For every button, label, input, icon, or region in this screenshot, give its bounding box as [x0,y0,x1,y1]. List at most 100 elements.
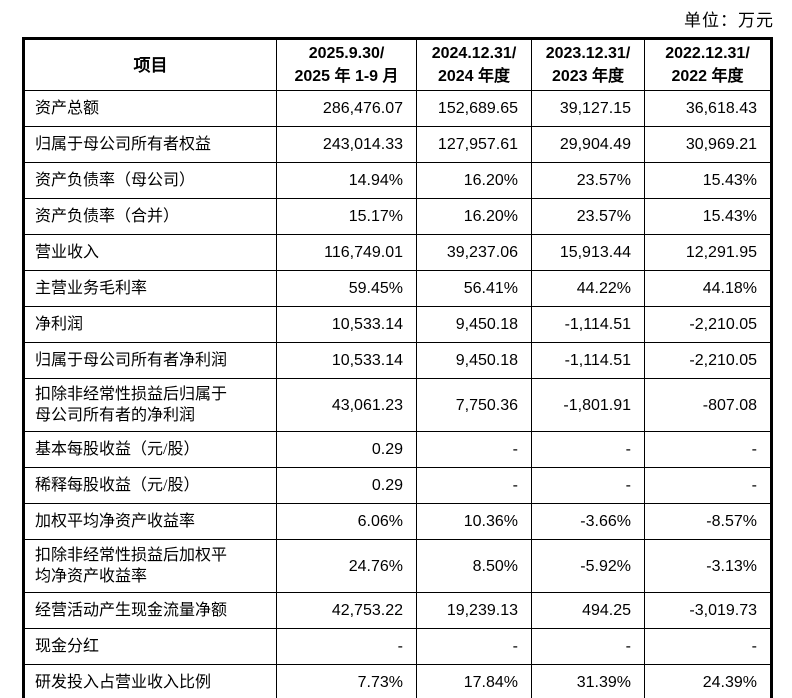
row-value: - [276,628,417,665]
row-value: 6.06% [276,503,417,540]
row-value: -2,210.05 [644,306,772,343]
row-value: 15,913.44 [531,234,645,271]
row-label: 扣除非经常性损益后加权平 均净资产收益率 [23,539,277,593]
row-value: 127,957.61 [416,126,532,163]
table-row: 资产负债率（合并） 15.17% 16.20% 23.57% 15.43% [23,198,772,235]
row-label: 主营业务毛利率 [23,270,277,307]
row-label: 研发投入占营业收入比例 [23,664,277,698]
row-value: 43,061.23 [276,378,417,432]
header-cell-period: 2023.12.31/ 2023 年度 [531,38,645,91]
row-value: 286,476.07 [276,90,417,127]
row-value: 39,237.06 [416,234,532,271]
header-cell-period: 2025.9.30/ 2025 年 1-9 月 [276,38,417,91]
row-value: -1,801.91 [531,378,645,432]
row-label: 资产总额 [23,90,277,127]
row-value: - [416,467,532,504]
row-value: - [416,431,532,468]
row-label: 扣除非经常性损益后归属于 母公司所有者的净利润 [23,378,277,432]
row-value: 0.29 [276,431,417,468]
row-value: 16.20% [416,198,532,235]
row-value: - [644,431,772,468]
table-row: 归属于母公司所有者净利润 10,533.14 9,450.18 -1,114.51 -2… [23,342,772,379]
row-value: 30,969.21 [644,126,772,163]
table-row: 经营活动产生现金流量净额 42,753.22 19,239.13 494.25 -3,0… [23,592,772,629]
row-value: - [416,628,532,665]
row-value: - [644,628,772,665]
row-label: 归属于母公司所有者权益 [23,126,277,163]
row-label: 营业收入 [23,234,277,271]
row-value: 36,618.43 [644,90,772,127]
row-value: 39,127.15 [531,90,645,127]
row-value: 9,450.18 [416,306,532,343]
table-row: 基本每股收益（元/股） 0.29- - - [23,431,772,468]
table-row: 稀释每股收益（元/股） 0.29- - - [23,467,772,504]
row-value: 14.94% [276,162,417,199]
table-row: 资产负债率（母公司） 14.94% 16.20% 23.57% 15.43% [23,162,772,199]
header-cell-period: 2022.12.31/ 2022 年度 [644,38,772,91]
row-value: - [644,467,772,504]
table-row: 研发投入占营业收入比例 7.73% 17.84% 31.39% 24.39% [23,664,772,698]
table-row: 扣除非经常性损益后加权平 均净资产收益率 24.76% 8.50% -5.92% -3.… [23,539,772,593]
row-value: 59.45% [276,270,417,307]
row-value: 17.84% [416,664,532,698]
table-row: 营业收入 116,749.01 39,237.06 15,913.44 12,291.9… [23,234,772,271]
row-value: 7,750.36 [416,378,532,432]
header-cell-period: 2024.12.31/ 2024 年度 [416,38,532,91]
row-value: 9,450.18 [416,342,532,379]
table-row: 加权平均净资产收益率 6.06% 10.36% -3.66% -8.57% [23,503,772,540]
table-row: 扣除非经常性损益后归属于 母公司所有者的净利润 43,061.23 7,750.36… [23,378,772,432]
table-row: 净利润 10,533.14 9,450.18 -1,114.51 -2,210.05 [23,306,772,343]
row-value: -3,019.73 [644,592,772,629]
row-value: 44.22% [531,270,645,307]
row-label: 稀释每股收益（元/股） [23,467,277,504]
row-value: 8.50% [416,539,532,593]
row-value: 23.57% [531,162,645,199]
row-value: 0.29 [276,467,417,504]
row-value: 16.20% [416,162,532,199]
table-header-row: 项目 2025.9.30/ 2025 年 1-9 月 2024.12.31/ 202… [23,38,772,91]
row-label: 现金分红 [23,628,277,665]
table-row: 主营业务毛利率 59.45% 56.41% 44.22% 44.18% [23,270,772,307]
row-value: 116,749.01 [276,234,417,271]
row-value: -5.92% [531,539,645,593]
row-value: 10.36% [416,503,532,540]
row-value: 10,533.14 [276,342,417,379]
row-label: 经营活动产生现金流量净额 [23,592,277,629]
row-value: 44.18% [644,270,772,307]
row-value: 494.25 [531,592,645,629]
row-value: - [531,431,645,468]
row-value: -3.66% [531,503,645,540]
unit-label: 单位：万元 [684,11,774,30]
table-row: 资产总额 286,476.07 152,689.65 39,127.15 36,618.… [23,90,772,127]
row-value: 24.39% [644,664,772,698]
row-label: 归属于母公司所有者净利润 [23,342,277,379]
row-value: 10,533.14 [276,306,417,343]
row-value: 24.76% [276,539,417,593]
row-label: 净利润 [23,306,277,343]
row-value: - [531,628,645,665]
header-cell-item: 项目 [23,38,277,91]
row-value: -3.13% [644,539,772,593]
row-value: 12,291.95 [644,234,772,271]
row-value: -807.08 [644,378,772,432]
row-value: -1,114.51 [531,306,645,343]
row-label: 基本每股收益（元/股） [23,431,277,468]
row-value: 31.39% [531,664,645,698]
row-value: 23.57% [531,198,645,235]
row-label: 资产负债率（母公司） [23,162,277,199]
row-value: 15.43% [644,162,772,199]
row-value: -8.57% [644,503,772,540]
row-value: -2,210.05 [644,342,772,379]
table-row: 现金分红 - - - - [23,628,772,665]
row-value: 243,014.33 [276,126,417,163]
row-value: 42,753.22 [276,592,417,629]
row-value: - [531,467,645,504]
row-label: 加权平均净资产收益率 [23,503,277,540]
table-row: 归属于母公司所有者权益 243,014.33 127,957.61 29,904.49… [23,126,772,163]
table-body: 资产总额 286,476.07 152,689.65 39,127.15 36,618.… [23,90,772,698]
row-value: -1,114.51 [531,342,645,379]
row-value: 29,904.49 [531,126,645,163]
row-value: 152,689.65 [416,90,532,127]
row-value: 15.43% [644,198,772,235]
